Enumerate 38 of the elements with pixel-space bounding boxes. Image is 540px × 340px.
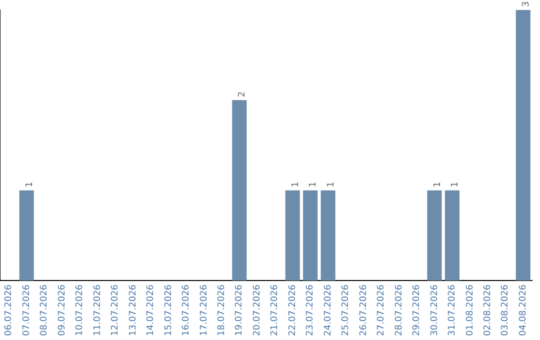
x-tick-label: 15.07.2026 (164, 284, 174, 336)
x-tick-label: 01.08.2026 (465, 284, 476, 336)
x-tick-label: 21.07.2026 (270, 284, 280, 336)
data-label: 1 (450, 182, 461, 188)
x-tick-label: 18.07.2026 (217, 284, 228, 336)
x-tick-label: 17.07.2026 (199, 284, 210, 336)
x-tick-label: 22.07.2026 (288, 284, 298, 336)
data-label: 1 (308, 182, 319, 188)
x-tick-label: 31.07.2026 (448, 284, 458, 336)
x-tick-label: 06.07.2026 (4, 284, 14, 336)
x-tick-label: 03.08.2026 (500, 284, 511, 336)
x-tick-label: 28.07.2026 (394, 284, 404, 336)
x-tick-label: 10.07.2026 (75, 284, 86, 336)
x-tick-label: 30.07.2026 (430, 284, 440, 336)
data-label: 1 (24, 182, 35, 188)
x-tick-label: 29.07.2026 (412, 284, 422, 336)
x-tick-label: 16.07.2026 (182, 284, 192, 336)
x-tick-label: 11.07.2026 (92, 284, 103, 336)
data-label: 1 (290, 182, 301, 188)
x-tick-label: 02.08.2026 (483, 284, 494, 336)
x-tick-label: 27.07.2026 (376, 284, 387, 336)
x-tick-label: 19.07.2026 (234, 284, 245, 336)
x-tick-label: 04.08.2026 (518, 284, 528, 336)
x-tick-label: 13.07.2026 (128, 284, 138, 336)
x-tick-label: 09.07.2026 (57, 284, 68, 336)
data-label: 1 (326, 182, 336, 188)
x-tick-label: 14.07.2026 (146, 284, 156, 336)
x-tick-label: 26.07.2026 (358, 284, 369, 336)
x-tick-label: 25.07.2026 (341, 284, 352, 336)
x-tick-label: 24.07.2026 (323, 284, 334, 336)
data-label: 2 (238, 91, 248, 98)
data-label: 3 (521, 1, 532, 7)
x-tick-label: 07.07.2026 (22, 284, 32, 336)
x-tick-label: 08.07.2026 (40, 284, 50, 336)
data-label: 1 (432, 182, 443, 188)
x-tick-label: 23.07.2026 (306, 284, 316, 336)
x-tick-label: 12.07.2026 (110, 284, 121, 336)
x-tick-label: 20.07.2026 (252, 284, 262, 336)
